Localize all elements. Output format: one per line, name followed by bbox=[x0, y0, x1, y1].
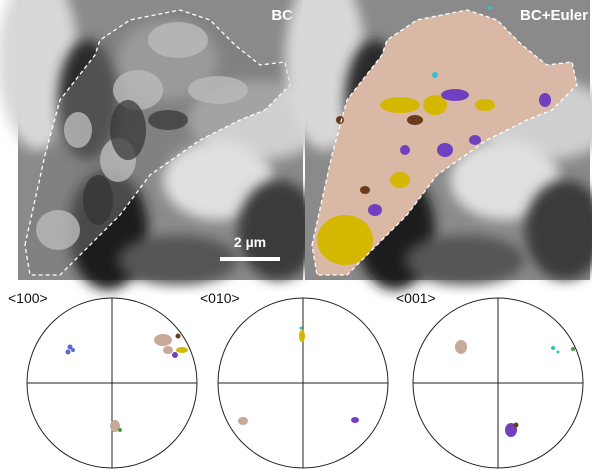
pole-figure: <001> bbox=[396, 290, 584, 469]
pole-figure: <100> bbox=[8, 290, 198, 469]
pole-figure-label: <001> bbox=[396, 290, 436, 306]
panel-label: BC+Euler bbox=[520, 7, 588, 24]
pole-figure: <010> bbox=[200, 290, 389, 469]
scale-bar-label: 2 µm bbox=[234, 234, 266, 250]
panel-label: BC bbox=[271, 7, 293, 24]
pole-figure-label: <010> bbox=[200, 290, 240, 306]
bc-euler-panel: BC+Euler bbox=[285, 0, 592, 290]
bc-panel: BC 2 µm bbox=[0, 0, 328, 290]
pole-figure-label: <100> bbox=[8, 290, 48, 306]
